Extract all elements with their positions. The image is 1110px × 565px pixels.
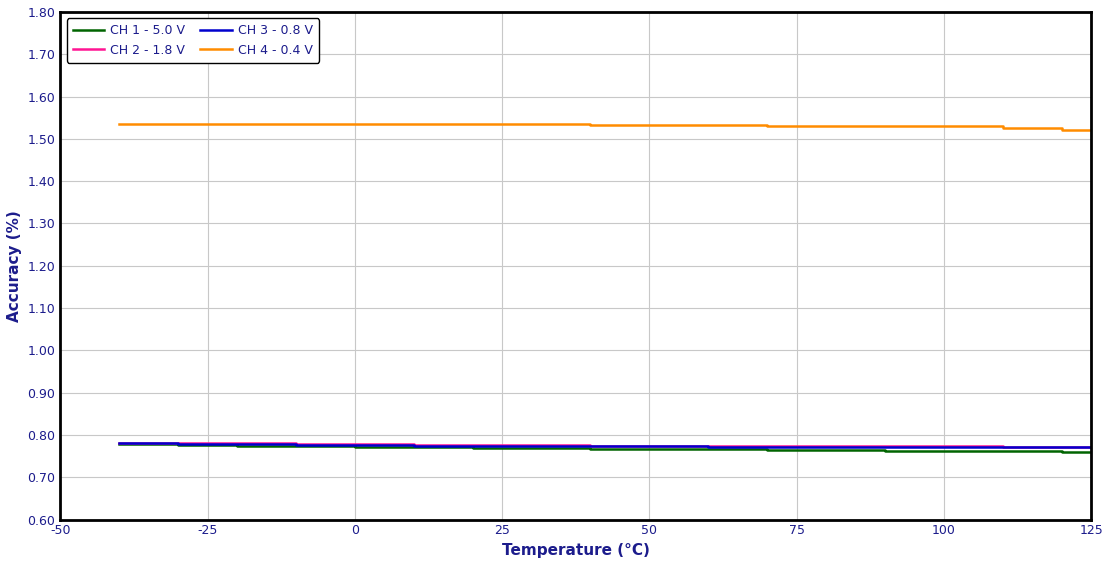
CH 4 - 0.4 V	[290, 121, 303, 128]
CH 3 - 0.8 V	[937, 444, 950, 451]
CH 1 - 5.0 V	[112, 441, 125, 447]
CH 2 - 1.8 V	[584, 442, 597, 449]
CH 2 - 1.8 V	[819, 443, 832, 450]
CH 1 - 5.0 V	[584, 445, 597, 452]
Line: CH 4 - 0.4 V: CH 4 - 0.4 V	[119, 124, 1091, 130]
CH 2 - 1.8 V	[760, 442, 774, 449]
CH 3 - 0.8 V	[466, 442, 480, 449]
CH 1 - 5.0 V	[525, 445, 538, 451]
CH 2 - 1.8 V	[172, 440, 185, 446]
CH 1 - 5.0 V	[673, 446, 686, 453]
Legend: CH 1 - 5.0 V, CH 2 - 1.8 V, CH 3 - 0.8 V, CH 4 - 0.4 V: CH 1 - 5.0 V, CH 2 - 1.8 V, CH 3 - 0.8 V…	[67, 18, 319, 63]
CH 1 - 5.0 V	[407, 444, 421, 451]
CH 1 - 5.0 V	[466, 444, 480, 451]
CH 3 - 0.8 V	[702, 444, 715, 450]
CH 2 - 1.8 V	[643, 442, 656, 449]
CH 4 - 0.4 V	[407, 121, 421, 128]
CH 2 - 1.8 V	[112, 439, 125, 446]
CH 2 - 1.8 V	[495, 442, 508, 449]
CH 1 - 5.0 V	[878, 447, 891, 454]
CH 3 - 0.8 V	[231, 441, 244, 447]
CH 3 - 0.8 V	[290, 441, 303, 448]
CH 4 - 0.4 V	[1084, 127, 1098, 133]
CH 1 - 5.0 V	[231, 442, 244, 449]
CH 1 - 5.0 V	[1056, 448, 1069, 455]
CH 3 - 0.8 V	[349, 442, 362, 449]
CH 2 - 1.8 V	[1084, 444, 1098, 450]
Line: CH 2 - 1.8 V: CH 2 - 1.8 V	[119, 442, 1091, 447]
CH 1 - 5.0 V	[819, 447, 832, 454]
CH 4 - 0.4 V	[231, 121, 244, 128]
CH 3 - 0.8 V	[1084, 444, 1098, 451]
CH 4 - 0.4 V	[996, 125, 1009, 132]
CH 2 - 1.8 V	[290, 441, 303, 447]
CH 4 - 0.4 V	[466, 121, 480, 128]
Y-axis label: Accuracy (%): Accuracy (%)	[7, 210, 22, 321]
CH 3 - 0.8 V	[996, 444, 1009, 451]
CH 2 - 1.8 V	[466, 442, 480, 449]
CH 3 - 0.8 V	[1056, 444, 1069, 451]
CH 1 - 5.0 V	[495, 445, 508, 451]
CH 4 - 0.4 V	[349, 121, 362, 128]
CH 3 - 0.8 V	[584, 442, 597, 449]
CH 2 - 1.8 V	[349, 441, 362, 447]
CH 2 - 1.8 V	[231, 440, 244, 447]
CH 1 - 5.0 V	[643, 446, 656, 453]
CH 1 - 5.0 V	[702, 446, 715, 453]
Line: CH 3 - 0.8 V: CH 3 - 0.8 V	[119, 444, 1091, 447]
CH 2 - 1.8 V	[1056, 444, 1069, 450]
CH 2 - 1.8 V	[996, 444, 1009, 450]
CH 1 - 5.0 V	[290, 443, 303, 450]
CH 4 - 0.4 V	[937, 123, 950, 129]
CH 3 - 0.8 V	[819, 444, 832, 450]
CH 1 - 5.0 V	[349, 444, 362, 450]
CH 4 - 0.4 V	[878, 123, 891, 129]
X-axis label: Temperature (°C): Temperature (°C)	[502, 543, 649, 558]
CH 3 - 0.8 V	[495, 442, 508, 449]
CH 3 - 0.8 V	[673, 443, 686, 450]
CH 4 - 0.4 V	[1056, 126, 1069, 133]
CH 4 - 0.4 V	[819, 123, 832, 129]
CH 3 - 0.8 V	[407, 442, 421, 449]
CH 3 - 0.8 V	[878, 444, 891, 451]
CH 1 - 5.0 V	[996, 447, 1009, 454]
CH 2 - 1.8 V	[937, 443, 950, 450]
CH 2 - 1.8 V	[407, 441, 421, 448]
CH 2 - 1.8 V	[702, 442, 715, 449]
CH 4 - 0.4 V	[112, 121, 125, 128]
CH 4 - 0.4 V	[495, 121, 508, 128]
Line: CH 1 - 5.0 V: CH 1 - 5.0 V	[119, 444, 1091, 452]
CH 1 - 5.0 V	[172, 442, 185, 449]
CH 3 - 0.8 V	[643, 443, 656, 450]
CH 3 - 0.8 V	[172, 441, 185, 447]
CH 1 - 5.0 V	[760, 446, 774, 453]
CH 2 - 1.8 V	[878, 443, 891, 450]
CH 4 - 0.4 V	[525, 121, 538, 128]
CH 3 - 0.8 V	[112, 440, 125, 447]
CH 4 - 0.4 V	[702, 122, 715, 129]
CH 1 - 5.0 V	[1084, 449, 1098, 455]
CH 4 - 0.4 V	[760, 123, 774, 129]
CH 4 - 0.4 V	[643, 121, 656, 128]
CH 1 - 5.0 V	[937, 447, 950, 454]
CH 4 - 0.4 V	[673, 122, 686, 129]
CH 2 - 1.8 V	[525, 442, 538, 449]
CH 4 - 0.4 V	[172, 121, 185, 128]
CH 4 - 0.4 V	[584, 121, 597, 128]
CH 2 - 1.8 V	[673, 442, 686, 449]
CH 3 - 0.8 V	[525, 442, 538, 449]
CH 3 - 0.8 V	[760, 444, 774, 450]
